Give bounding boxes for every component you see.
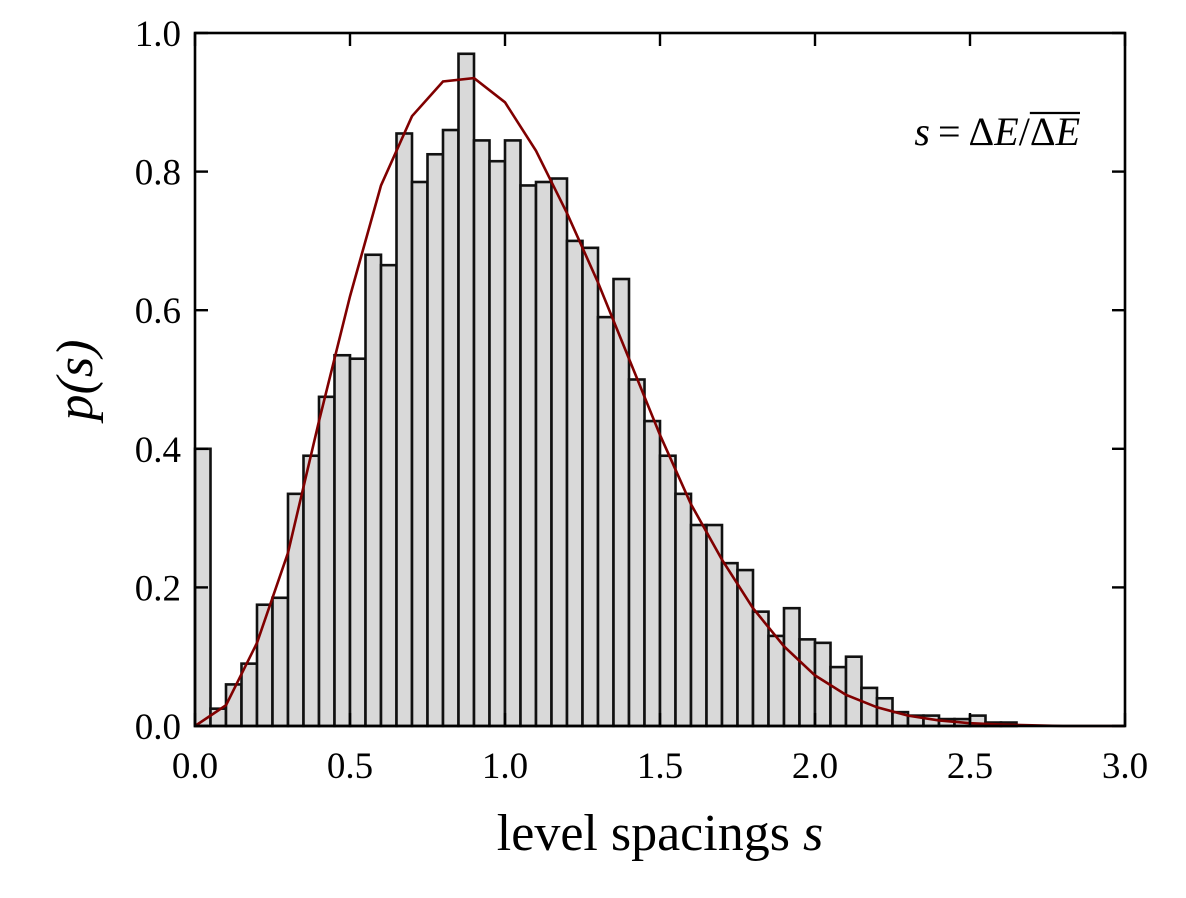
histogram-bar	[441, 128, 460, 728]
annotation-s: s	[914, 109, 930, 154]
histogram-bar	[720, 561, 739, 728]
x-tick-label: 1.5	[637, 746, 683, 787]
histogram-bar	[379, 263, 398, 728]
histogram-bar	[364, 253, 383, 728]
histogram-bar	[627, 378, 646, 728]
x-tick-label: 0.5	[327, 746, 373, 787]
histogram-bar	[472, 139, 491, 728]
y-tick-label: 0.6	[135, 291, 181, 332]
histogram-bar	[751, 610, 770, 728]
y-tick-label: 1.0	[135, 14, 181, 55]
histogram-bar	[503, 139, 522, 728]
histogram-bar	[689, 523, 708, 728]
histogram-bar	[767, 634, 786, 728]
annotation-equals: =	[938, 109, 961, 154]
histogram-bar	[550, 177, 569, 728]
histogram-bar	[302, 454, 321, 728]
histogram-bar	[317, 395, 336, 728]
annotation-slash: /	[1019, 109, 1031, 154]
histogram-bar	[348, 357, 367, 728]
histogram-bar	[333, 353, 352, 728]
x-tick-label: 3.0	[1102, 746, 1148, 787]
histogram-bar	[271, 596, 290, 728]
annotation-delta-bar: Δ	[1030, 109, 1056, 154]
axis-tick-labels: 0.0 0.5 1.0 1.5 2.0 2.5 3.0 0.0 0.2 0.4 0.6 0.8 1.0	[135, 14, 1148, 787]
histogram-bar	[736, 568, 755, 728]
axis-ticks	[193, 31, 1127, 728]
y-tick-label: 0.2	[135, 568, 181, 609]
histogram-bar	[519, 184, 538, 728]
histogram-bar	[674, 492, 693, 728]
histogram-bar	[581, 246, 600, 728]
histogram-bar	[534, 180, 553, 728]
x-tick-label: 1.0	[482, 746, 528, 787]
histogram-bar	[612, 277, 631, 728]
histogram-bar	[643, 419, 662, 728]
spacing-definition-annotation: s = ΔE/ΔE	[914, 109, 1080, 154]
y-tick-label: 0.8	[135, 153, 181, 194]
y-tick-label: 0.0	[135, 707, 181, 748]
histogram-bar	[426, 152, 445, 728]
histogram-bar	[829, 665, 848, 728]
histogram-bar	[782, 606, 801, 728]
histogram-bar	[798, 638, 817, 728]
histogram-bar	[658, 454, 677, 728]
annotation-E: E	[993, 109, 1018, 154]
histogram-bar	[596, 315, 615, 728]
histogram-bar	[410, 180, 429, 728]
annotation-E-bar: E	[1055, 109, 1080, 154]
histogram-bar	[395, 132, 414, 728]
y-tick-label: 0.4	[135, 430, 181, 471]
histogram-bar	[565, 239, 584, 728]
histogram-bars	[193, 52, 1018, 728]
x-tick-label: 2.5	[947, 746, 993, 787]
x-tick-label: 0.0	[172, 746, 218, 787]
x-tick-label: 2.0	[792, 746, 838, 787]
histogram-bar	[844, 655, 863, 728]
y-axis-label: p(s)	[47, 340, 104, 425]
annotation-delta: Δ	[969, 109, 995, 154]
x-axis-label: level spacings s	[497, 805, 823, 862]
histogram-bar	[457, 52, 476, 728]
histogram-bar	[488, 159, 507, 728]
histogram-bar	[286, 492, 305, 728]
histogram-bar	[240, 662, 259, 728]
